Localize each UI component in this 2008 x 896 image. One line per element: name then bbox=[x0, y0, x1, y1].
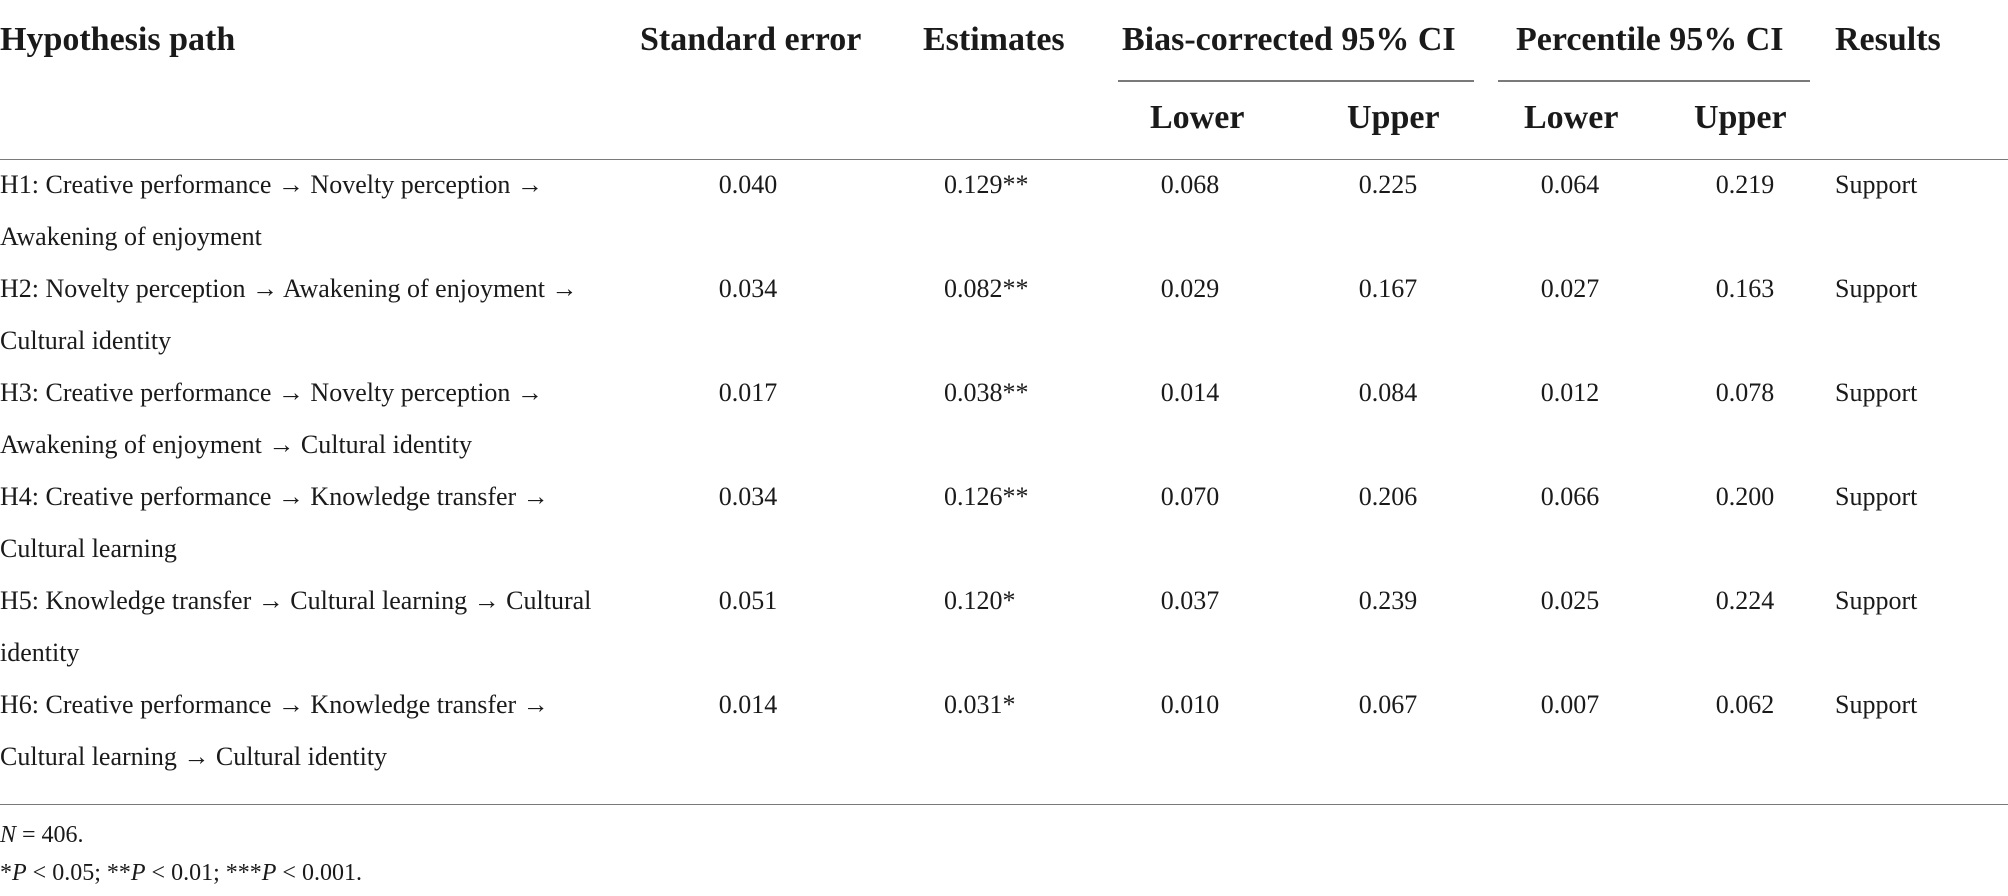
row-pct-upper: 0.163 bbox=[1715, 274, 1775, 303]
row-path: H1: Creative performance → Novelty perce… bbox=[0, 170, 543, 251]
header-bc-lower: Lower bbox=[1150, 99, 1245, 136]
header-percentile-ci: Percentile 95% CI bbox=[1516, 21, 1784, 58]
row-estimate: 0.031* bbox=[944, 690, 1016, 719]
row-result: Support bbox=[1835, 378, 1918, 407]
row-se: 0.017 bbox=[718, 378, 778, 407]
row-bc-upper: 0.167 bbox=[1358, 274, 1418, 303]
row-bc-lower: 0.014 bbox=[1160, 378, 1220, 407]
sig-2-stars: ** bbox=[106, 860, 131, 886]
row-bc-upper: 0.225 bbox=[1358, 170, 1418, 199]
sig-3-var: P bbox=[261, 860, 277, 886]
sig-1-text: < 0.05; bbox=[26, 860, 107, 886]
row-path: H5: Knowledge transfer → Cultural learni… bbox=[0, 586, 592, 667]
row-bc-lower: 0.070 bbox=[1160, 482, 1220, 511]
row-bc-upper: 0.239 bbox=[1358, 586, 1418, 615]
row-pct-lower: 0.027 bbox=[1540, 274, 1600, 303]
row-estimate: 0.126** bbox=[944, 482, 1029, 511]
row-result: Support bbox=[1835, 170, 1918, 199]
bias-corrected-ci-underline bbox=[1118, 80, 1474, 82]
significance-note: *P < 0.05; **P < 0.01; ***P < 0.001. bbox=[0, 854, 362, 892]
row-pct-lower: 0.066 bbox=[1540, 482, 1600, 511]
sig-2-var: P bbox=[130, 860, 146, 886]
row-bc-lower: 0.010 bbox=[1160, 690, 1220, 719]
row-result: Support bbox=[1835, 274, 1918, 303]
header-bias-corrected-ci: Bias-corrected 95% CI bbox=[1122, 21, 1456, 58]
percentile-ci-underline bbox=[1498, 80, 1810, 82]
row-pct-upper: 0.078 bbox=[1715, 378, 1775, 407]
row-bc-upper: 0.206 bbox=[1358, 482, 1418, 511]
row-result: Support bbox=[1835, 482, 1918, 511]
sig-3-text: < 0.001. bbox=[276, 860, 362, 886]
sig-1-var: P bbox=[12, 860, 27, 886]
row-pct-lower: 0.064 bbox=[1540, 170, 1600, 199]
row-pct-lower: 0.025 bbox=[1540, 586, 1600, 615]
sig-1-stars: * bbox=[0, 860, 12, 886]
table-bottom-rule bbox=[0, 804, 2008, 805]
n-variable: N bbox=[0, 822, 17, 848]
row-bc-lower: 0.037 bbox=[1160, 586, 1220, 615]
sig-2-text: < 0.01; bbox=[145, 860, 226, 886]
row-path: H4: Creative performance → Knowledge tra… bbox=[0, 482, 549, 563]
row-path: H2: Novelty perception → Awakening of en… bbox=[0, 274, 578, 355]
row-se: 0.051 bbox=[718, 586, 778, 615]
row-bc-upper: 0.084 bbox=[1358, 378, 1418, 407]
row-bc-lower: 0.029 bbox=[1160, 274, 1220, 303]
header-standard-error: Standard error bbox=[640, 21, 862, 58]
row-se: 0.040 bbox=[718, 170, 778, 199]
header-estimates: Estimates bbox=[923, 21, 1065, 58]
row-pct-upper: 0.224 bbox=[1715, 586, 1775, 615]
row-se: 0.014 bbox=[718, 690, 778, 719]
row-pct-upper: 0.219 bbox=[1715, 170, 1775, 199]
row-result: Support bbox=[1835, 586, 1918, 615]
row-path: H6: Creative performance → Knowledge tra… bbox=[0, 690, 549, 771]
row-bc-upper: 0.067 bbox=[1358, 690, 1418, 719]
n-value: = 406. bbox=[16, 822, 84, 848]
header-bottom-rule bbox=[0, 159, 2008, 160]
row-se: 0.034 bbox=[718, 274, 778, 303]
sig-3-stars: *** bbox=[225, 860, 262, 886]
row-estimate: 0.129** bbox=[944, 170, 1029, 199]
row-estimate: 0.038** bbox=[944, 378, 1029, 407]
row-estimate: 0.120* bbox=[944, 586, 1016, 615]
row-pct-upper: 0.200 bbox=[1715, 482, 1775, 511]
row-path: H3: Creative performance → Novelty perce… bbox=[0, 378, 543, 459]
header-pct-upper: Upper bbox=[1694, 99, 1787, 136]
sample-size-note: N = 406. bbox=[0, 816, 84, 854]
row-se: 0.034 bbox=[718, 482, 778, 511]
row-bc-lower: 0.068 bbox=[1160, 170, 1220, 199]
header-results: Results bbox=[1835, 21, 1941, 58]
row-pct-lower: 0.007 bbox=[1540, 690, 1600, 719]
header-hypothesis-path: Hypothesis path bbox=[0, 21, 236, 58]
header-pct-lower: Lower bbox=[1524, 99, 1619, 136]
row-pct-upper: 0.062 bbox=[1715, 690, 1775, 719]
row-result: Support bbox=[1835, 690, 1918, 719]
row-pct-lower: 0.012 bbox=[1540, 378, 1600, 407]
row-estimate: 0.082** bbox=[944, 274, 1029, 303]
header-bc-upper: Upper bbox=[1347, 99, 1440, 136]
